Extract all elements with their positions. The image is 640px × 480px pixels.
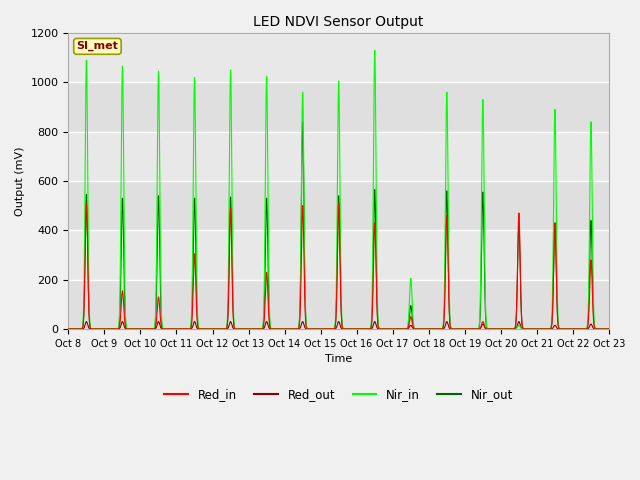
Bar [68, 280, 609, 329]
Legend: Red_in, Red_out, Nir_in, Nir_out: Red_in, Red_out, Nir_in, Nir_out [160, 384, 518, 406]
Y-axis label: Output (mV): Output (mV) [15, 146, 25, 216]
X-axis label: Time: Time [325, 354, 352, 364]
Text: SI_met: SI_met [77, 41, 118, 51]
Bar [68, 181, 609, 230]
Title: LED NDVI Sensor Output: LED NDVI Sensor Output [253, 15, 424, 29]
Bar [68, 82, 609, 132]
